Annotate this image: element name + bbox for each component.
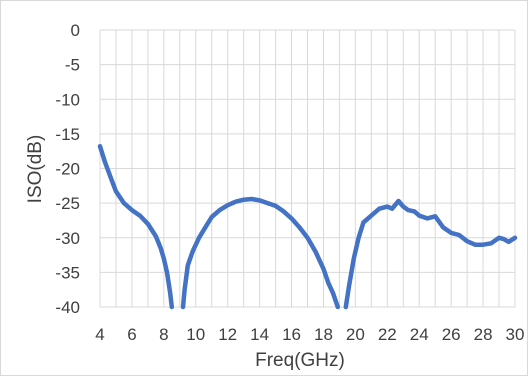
y-tick-labels: 0 -5 -10 -15 -20 -25 -30 -35 -40 <box>55 21 80 317</box>
plot-area <box>97 144 518 310</box>
iso-series-line <box>180 196 341 310</box>
x-tick-label: 14 <box>250 325 269 344</box>
x-tick-label: 30 <box>506 325 525 344</box>
gridlines <box>99 29 516 308</box>
y-tick-label: -10 <box>55 90 80 109</box>
y-axis-title: ISO(dB) <box>25 135 46 204</box>
y-tick-label: -5 <box>65 56 80 75</box>
y-tick-label: -35 <box>55 263 80 282</box>
x-axis-title: Freq(GHz) <box>255 350 345 371</box>
x-tick-label: 4 <box>95 325 104 344</box>
x-tick-label: 8 <box>159 325 168 344</box>
x-tick-label: 12 <box>218 325 237 344</box>
x-tick-label: 22 <box>378 325 397 344</box>
x-tick-label: 16 <box>282 325 301 344</box>
x-tick-label: 20 <box>346 325 365 344</box>
y-tick-label: -15 <box>55 125 80 144</box>
x-tick-label: 10 <box>186 325 205 344</box>
y-tick-label: 0 <box>71 21 80 40</box>
x-tick-label: 6 <box>127 325 136 344</box>
x-tick-label: 28 <box>474 325 493 344</box>
iso-series-line <box>343 198 518 310</box>
y-tick-label: -20 <box>55 160 80 179</box>
y-tick-label: -25 <box>55 194 80 213</box>
y-tick-label: -30 <box>55 229 80 248</box>
x-tick-label: 26 <box>442 325 461 344</box>
y-tick-label: -40 <box>55 298 80 317</box>
x-tick-label: 24 <box>410 325 429 344</box>
x-tick-label: 18 <box>314 325 333 344</box>
x-tick-labels: 4 6 8 10 12 14 16 18 20 22 24 26 28 30 <box>95 325 524 344</box>
iso-series-line <box>97 144 175 310</box>
